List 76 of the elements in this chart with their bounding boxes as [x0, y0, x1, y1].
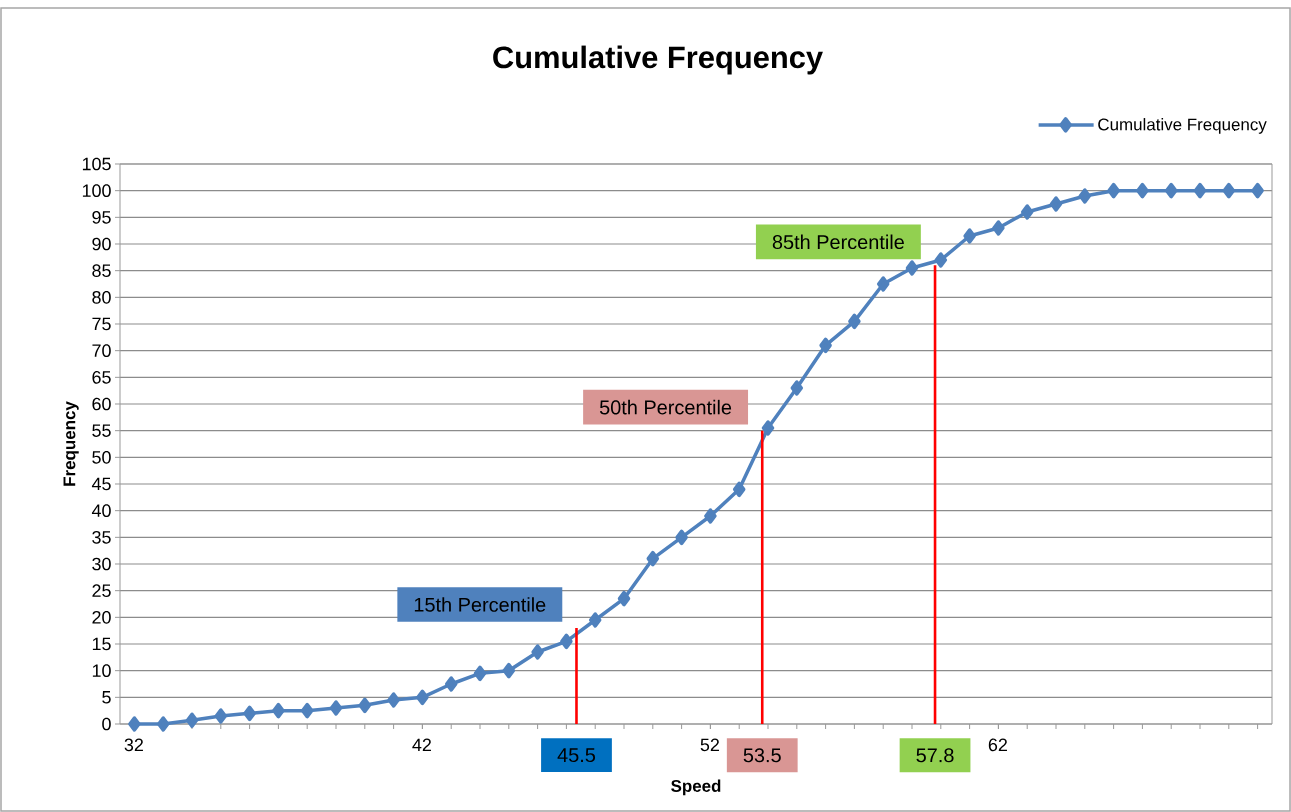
point	[790, 380, 804, 396]
point	[1164, 182, 1178, 199]
x-tick-label: 52	[700, 738, 719, 752]
y-tick-label: 50	[92, 450, 111, 464]
text: 53.5	[743, 748, 781, 763]
x-tick-label: 42	[412, 738, 431, 752]
point	[473, 665, 487, 682]
annotation: 50th Percentile	[599, 399, 732, 415]
annotation: 15th Percentile	[414, 597, 546, 612]
point	[156, 716, 170, 732]
point	[300, 702, 314, 719]
y-tick-label: 85	[92, 264, 111, 278]
legend-label: Cumulative Frequency	[1098, 118, 1267, 134]
y-tick-label: 10	[92, 664, 111, 678]
y-tick-label: 35	[92, 530, 111, 544]
point	[243, 705, 256, 722]
point	[675, 529, 688, 546]
y-tick-label: 80	[92, 290, 111, 304]
x-axis-title: Speed	[671, 779, 721, 796]
point	[819, 337, 832, 354]
x-tick-label: 62	[988, 738, 1007, 752]
annotation: 85th Percentile	[772, 234, 904, 250]
y-tick-label: 105	[82, 157, 111, 171]
point	[1251, 182, 1264, 199]
point	[905, 260, 919, 276]
point	[387, 692, 400, 708]
y-axis-title: Frequency	[63, 401, 79, 486]
point	[848, 313, 861, 330]
y-tick-label: 100	[82, 184, 111, 197]
point	[963, 228, 976, 244]
point	[502, 662, 516, 679]
y-tick-label: 60	[92, 397, 111, 411]
text: 45.5	[557, 748, 596, 763]
point	[329, 700, 343, 716]
point	[1222, 182, 1236, 199]
y-tick-label: 55	[92, 424, 111, 437]
point	[128, 716, 141, 732]
x-tick-label: 32	[124, 738, 143, 752]
point	[704, 508, 717, 524]
y-tick-label: 70	[92, 344, 111, 358]
point	[214, 708, 228, 724]
y-tick-label: 15	[92, 637, 111, 651]
y-tick-label: 40	[91, 504, 111, 518]
y-tick-label: 20	[92, 610, 111, 624]
point	[1020, 204, 1034, 220]
y-tick-label: 65	[92, 370, 111, 384]
y-tick-label: 30	[92, 557, 111, 571]
chart-title: Cumulative Frequency	[493, 45, 823, 75]
point	[444, 676, 458, 692]
point	[732, 481, 746, 498]
point	[1136, 182, 1149, 199]
y-tick-label: 75	[92, 317, 111, 331]
point	[416, 689, 429, 706]
y-tick-label: 45	[91, 477, 111, 491]
point	[1049, 196, 1063, 212]
point	[646, 550, 660, 567]
point	[1107, 182, 1120, 199]
text: 57.8	[916, 748, 954, 763]
point	[531, 644, 544, 660]
y-tick-label: 25	[92, 584, 111, 598]
y-tick-label: 5	[102, 691, 111, 704]
point	[992, 220, 1005, 236]
point	[617, 590, 631, 607]
y-tick-label: 0	[102, 717, 111, 731]
point	[185, 712, 199, 729]
point	[876, 276, 890, 292]
point	[1078, 188, 1092, 204]
point	[272, 702, 285, 719]
y-tick-label: 90	[92, 237, 111, 251]
point	[588, 612, 602, 628]
point	[934, 252, 948, 268]
point	[358, 697, 372, 714]
point	[560, 633, 573, 650]
y-tick-label: 95	[92, 210, 111, 224]
point	[761, 420, 775, 436]
point	[1193, 182, 1207, 199]
